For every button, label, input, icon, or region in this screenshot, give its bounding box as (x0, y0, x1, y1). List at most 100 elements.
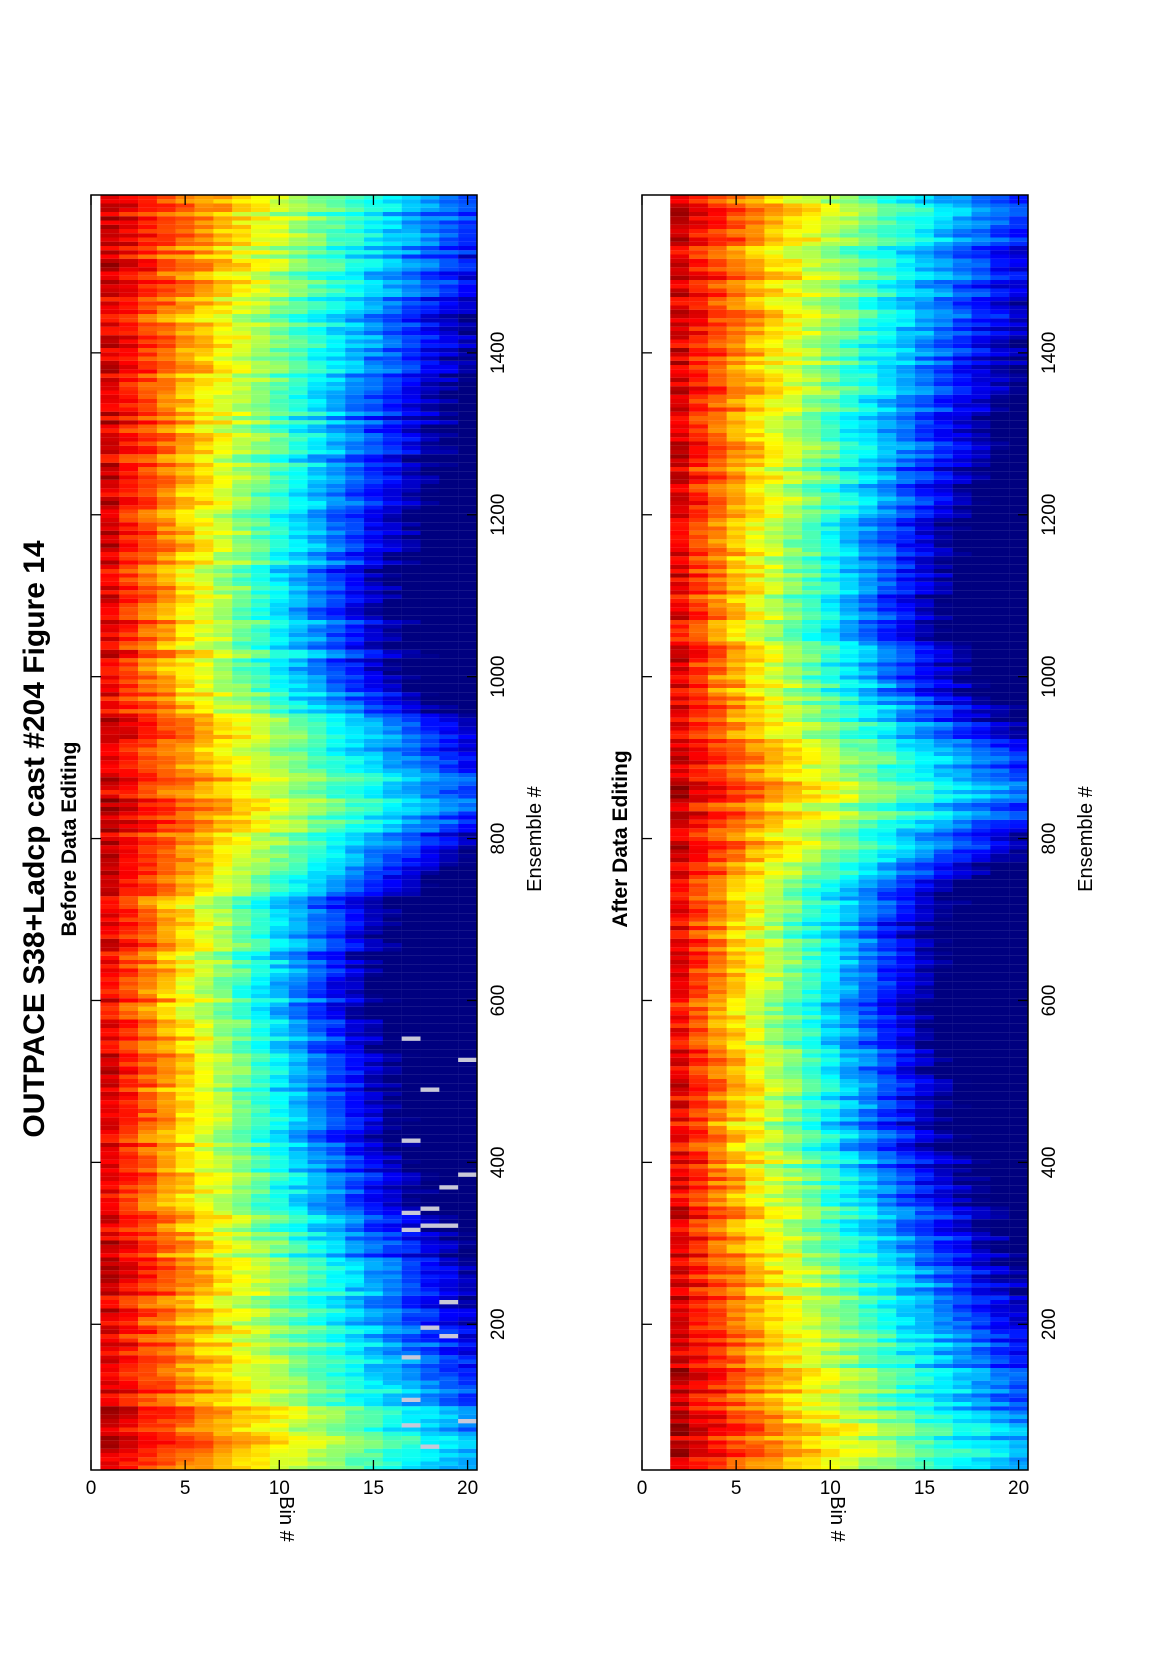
heatmap-cell (119, 1223, 139, 1228)
heatmap-cell (345, 1155, 365, 1160)
heatmap-cell (269, 1155, 289, 1160)
heatmap-cell (232, 1180, 252, 1186)
heatmap-cell (458, 709, 477, 714)
heatmap-cell (382, 1036, 402, 1041)
heatmap-cell (119, 1049, 139, 1054)
heatmap-cell (420, 874, 440, 880)
heatmap-cell (138, 675, 158, 680)
heatmap-cell (269, 1389, 289, 1394)
heatmap-cell (401, 522, 421, 527)
heatmap-cell (251, 670, 271, 676)
heatmap-cell (100, 696, 120, 701)
heatmap-cell (401, 441, 421, 446)
heatmap-cell (326, 1410, 346, 1415)
heatmap-cell (269, 624, 289, 629)
heatmap-cell (401, 1325, 421, 1330)
heatmap-cell (288, 445, 308, 450)
heatmap-cell (232, 713, 252, 718)
heatmap-cell (364, 1104, 384, 1109)
heatmap-cell (288, 1257, 308, 1262)
heatmap-cell (326, 972, 346, 977)
heatmap-cell (307, 1019, 327, 1024)
heatmap-cell (156, 704, 176, 710)
heatmap-cell (119, 1440, 139, 1445)
heatmap-cell (420, 1155, 440, 1160)
heatmap-cell (326, 556, 346, 561)
heatmap-cell (175, 913, 195, 918)
heatmap-cell (382, 862, 402, 867)
heatmap-cell (194, 1338, 214, 1343)
heatmap-cell (232, 1350, 252, 1356)
heatmap-cell (401, 437, 421, 442)
heatmap-cell (439, 1295, 459, 1300)
heatmap-cell (401, 934, 421, 939)
heatmap-cell (458, 1044, 477, 1050)
heatmap-cell (100, 1282, 120, 1288)
heatmap-cell (382, 1223, 402, 1228)
heatmap-cell (138, 437, 158, 442)
heatmap-cell (345, 709, 365, 714)
heatmap-cell (345, 721, 365, 727)
heatmap-cell (364, 1414, 384, 1419)
heatmap-cell (345, 662, 365, 667)
heatmap-cell (401, 1002, 421, 1007)
heatmap-cell (232, 568, 252, 574)
heatmap-cell (138, 1389, 158, 1394)
heatmap-cell (213, 551, 233, 557)
heatmap-cell (194, 789, 214, 795)
heatmap-cell (138, 743, 158, 748)
heatmap-cell (213, 449, 233, 455)
heatmap-cell (364, 1066, 384, 1071)
heatmap-cell (100, 1044, 120, 1050)
heatmap-cell (420, 475, 440, 480)
heatmap-cell (100, 942, 120, 948)
heatmap-cell (232, 828, 252, 833)
heatmap-cell (213, 466, 233, 472)
heatmap-cell (420, 891, 440, 897)
heatmap-cell (345, 1053, 365, 1058)
heatmap-cell (100, 1206, 120, 1211)
heatmap-cell (138, 1104, 158, 1109)
heatmap-cell (269, 849, 289, 854)
heatmap-cell (420, 530, 440, 535)
heatmap-cell (156, 645, 176, 650)
heatmap-cell (439, 1321, 459, 1326)
heatmap-cell (345, 1095, 365, 1101)
heatmap-cell (232, 632, 252, 637)
heatmap-cell (251, 700, 271, 705)
heatmap-cell (251, 1265, 271, 1271)
heatmap-cell (138, 1427, 158, 1432)
heatmap-cell (345, 1236, 365, 1241)
heatmap-cell (401, 1206, 421, 1211)
heatmap-cell (232, 896, 252, 901)
heatmap-cell (232, 815, 252, 820)
heatmap-cell (156, 1002, 176, 1007)
heatmap-cell (288, 1019, 308, 1024)
heatmap-cell (138, 717, 158, 722)
heatmap-cell (439, 1206, 459, 1211)
heatmap-cell (288, 1423, 308, 1428)
heatmap-cell (288, 887, 308, 892)
heatmap-cell (251, 526, 271, 531)
heatmap-cell (345, 1010, 365, 1016)
heatmap-cell (156, 1367, 176, 1373)
heatmap-cell (119, 675, 139, 680)
heatmap-cell (232, 968, 252, 973)
heatmap-cell (288, 420, 308, 425)
heatmap-cell (232, 1019, 252, 1024)
heatmap-cell (194, 475, 214, 480)
heatmap-cell (458, 471, 477, 476)
heatmap-cell (213, 857, 233, 863)
heatmap-cell (420, 743, 440, 748)
heatmap-cell (119, 1125, 139, 1130)
heatmap-cell (269, 1087, 289, 1092)
heatmap-cell (269, 879, 289, 884)
heatmap-cell (420, 857, 440, 863)
heatmap-cell (213, 526, 233, 531)
heatmap-cell (251, 585, 271, 591)
heatmap-cell (269, 1134, 289, 1139)
heatmap-cell (100, 1295, 120, 1300)
heatmap-cell (232, 505, 252, 510)
heatmap-cell (194, 1134, 214, 1139)
heatmap-cell (100, 1023, 120, 1028)
